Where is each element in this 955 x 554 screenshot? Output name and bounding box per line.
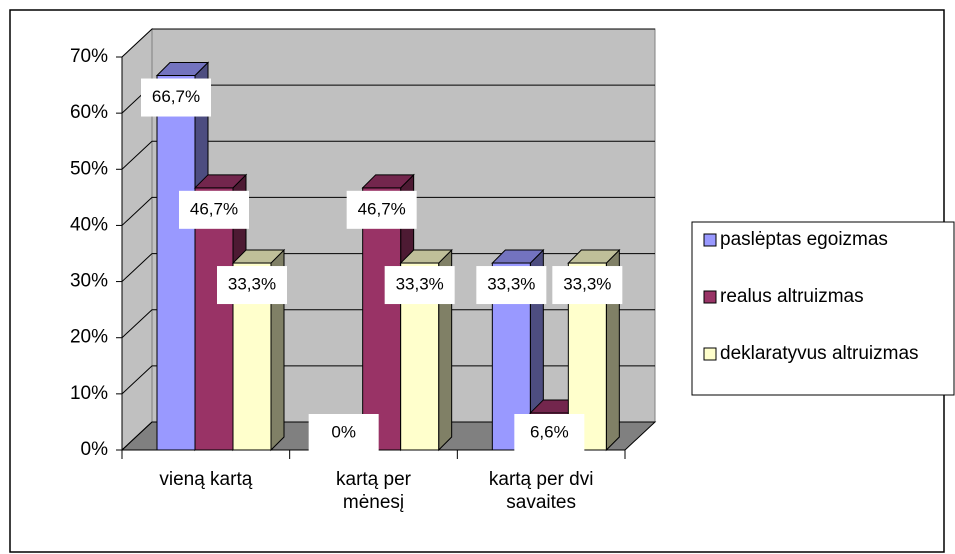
- legend-swatch: [703, 233, 717, 247]
- y-tick-label: 0%: [81, 439, 109, 460]
- value-label-box: [514, 414, 585, 452]
- bar-top: [155, 62, 210, 77]
- value-label-box: [552, 266, 623, 305]
- value-label: 0%: [331, 422, 356, 441]
- value-label: 46,7%: [358, 199, 406, 218]
- bar-top: [193, 174, 248, 189]
- legend-label: paslėptas egoizmas: [720, 229, 888, 250]
- value-label-box: [217, 266, 287, 305]
- value-label-box: [346, 190, 417, 229]
- value-label: 46,7%: [190, 199, 238, 218]
- legend-swatch: [703, 290, 717, 304]
- y-tick-label: 40%: [70, 214, 108, 235]
- y-tick-label: 60%: [70, 102, 108, 123]
- y-tick-label: 30%: [70, 271, 108, 292]
- bar: [156, 75, 196, 451]
- value-label-box: [476, 266, 547, 305]
- grid-line: [121, 365, 655, 395]
- y-tick-label: 50%: [70, 158, 108, 179]
- bar: [194, 187, 234, 451]
- y-tick-label: 20%: [70, 327, 108, 348]
- value-label: 66,7%: [152, 87, 200, 106]
- legend-label: deklaratyvus altruizmas: [720, 343, 919, 364]
- x-tick-label: kartą per dvi savaites: [488, 469, 594, 513]
- bar-top: [231, 249, 286, 264]
- bar-top: [361, 174, 415, 189]
- value-label-box: [141, 78, 211, 117]
- grid-line: [121, 309, 655, 339]
- grid-line: [121, 196, 655, 226]
- y-tick-label: 10%: [70, 383, 108, 404]
- legend-label: realus altruizmas: [720, 286, 864, 307]
- bar-top: [567, 249, 621, 264]
- bar-top: [491, 249, 545, 264]
- legend-box: [691, 221, 955, 396]
- grid-line: [121, 140, 655, 170]
- value-label: 33,3%: [228, 275, 276, 294]
- bar-top: [399, 249, 453, 264]
- legend-swatch: [703, 347, 717, 361]
- grid-line: [121, 28, 655, 58]
- value-label-box: [179, 190, 249, 229]
- value-label: 6,6%: [530, 422, 569, 441]
- value-label: 33,3%: [563, 275, 611, 294]
- value-label: 33,3%: [396, 275, 444, 294]
- grid-line: [121, 421, 655, 451]
- value-label-box: [308, 414, 379, 452]
- y-tick-label: 70%: [70, 46, 108, 67]
- value-label-box: [384, 266, 455, 305]
- bar: [362, 187, 402, 451]
- x-tick-label: kartą per mėnesį: [336, 469, 411, 513]
- grid-line: [121, 253, 655, 282]
- x-tick-label: vieną kartą: [159, 469, 253, 490]
- value-label: 33,3%: [487, 275, 535, 294]
